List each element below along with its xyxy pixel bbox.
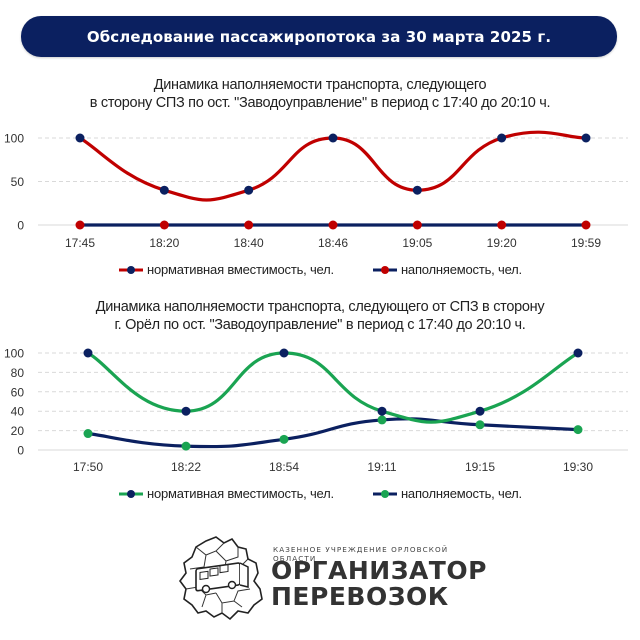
data-point <box>573 348 583 358</box>
x-tick-label: 19:30 <box>563 460 593 474</box>
y-tick-label: 40 <box>11 405 25 419</box>
header-banner: Обследование пассажиропотока за 30 марта… <box>21 16 617 57</box>
x-tick-label: 18:54 <box>269 460 299 474</box>
legend-marker-icon <box>119 265 144 274</box>
data-point <box>328 133 338 143</box>
data-point <box>377 415 387 425</box>
data-point <box>181 441 191 451</box>
data-point <box>83 429 93 439</box>
data-point <box>328 220 338 230</box>
data-point <box>279 434 289 444</box>
y-tick-label: 100 <box>4 347 24 361</box>
chart-2-legend: нормативная вместимость, чел. наполняемос… <box>0 486 640 501</box>
chart-1-legend: нормативная вместимость, чел. наполняемос… <box>0 262 640 277</box>
page-title: Обследование пассажиропотока за 30 марта… <box>86 27 552 46</box>
data-point <box>159 185 169 195</box>
y-tick-label: 100 <box>4 132 24 146</box>
legend-marker-icon <box>119 489 144 498</box>
x-tick-label: 19:20 <box>487 236 517 250</box>
data-point <box>377 406 387 416</box>
chart-2-plot: 0 20 40 60 80 100 17:50 18:22 18:54 19:11 19:15 19:… <box>4 347 628 474</box>
x-tick-label: 19:59 <box>571 236 601 250</box>
data-point <box>497 220 507 230</box>
data-point <box>581 220 591 230</box>
legend-label: наполняемость, чел. <box>400 486 522 501</box>
chart-2-title-line-2: г. Орёл по ост. "Заводоуправление" в пер… <box>114 317 526 333</box>
x-tick-label: 18:40 <box>234 236 264 250</box>
legend-label: наполняемость, чел. <box>400 262 522 277</box>
data-point <box>412 220 422 230</box>
x-tick-label: 18:20 <box>149 236 179 250</box>
legend-item: нормативная вместимость, чел. <box>118 262 334 277</box>
data-point <box>581 133 591 143</box>
data-point <box>75 220 85 230</box>
y-tick-label: 50 <box>11 175 25 189</box>
x-tick-label: 19:11 <box>367 460 396 474</box>
x-tick-label: 18:22 <box>171 460 201 474</box>
logo-subtitle: КАЗЕННОЕ УЧРЕЖДЕНИЕ ОРЛОВСКОЙ ОБЛАСТИ <box>273 545 449 563</box>
x-tick-label: 17:50 <box>73 460 103 474</box>
legend-label: нормативная вместимость, чел. <box>147 486 334 501</box>
chart-2-title-line-1: Динамика наполняемости транспорта, следу… <box>95 299 545 315</box>
data-point <box>475 406 485 416</box>
chart-1-title: Динамика наполняемости транспорта, следу… <box>0 76 640 112</box>
y-tick-label: 60 <box>11 385 25 399</box>
data-point <box>181 406 191 416</box>
legend-item: нормативная вместимость, чел. <box>118 486 334 501</box>
legend-label: нормативная вместимость, чел. <box>147 262 334 277</box>
legend-marker-icon <box>372 489 397 498</box>
data-point <box>83 348 93 358</box>
x-tick-label: 18:46 <box>318 236 348 250</box>
chart-1-title-line-1: Динамика наполняемости транспорта, следу… <box>153 77 487 93</box>
series-line <box>86 351 580 424</box>
legend-item: наполняемость, чел. <box>372 486 522 501</box>
x-tick-label: 17:45 <box>65 236 95 250</box>
organization-logo: КАЗЕННОЕ УЧРЕЖДЕНИЕ ОРЛОВСКОЙ ОБЛАСТИ ОР… <box>176 533 486 625</box>
y-tick-label: 80 <box>11 366 25 380</box>
data-point <box>497 133 507 143</box>
chart-1-plot: 0 50 100 17:45 18:20 18:40 18:46 19:05 19:20 19:5… <box>4 130 628 250</box>
region-map-bus-icon <box>179 536 263 621</box>
y-tick-label: 0 <box>17 444 24 458</box>
chart-1-title-line-2: в сторону СПЗ по ост. "Заводоуправление"… <box>89 95 551 111</box>
data-point <box>279 348 289 358</box>
y-tick-label: 0 <box>17 219 24 233</box>
chart-2-title: Динамика наполняемости транспорта, следу… <box>0 298 640 334</box>
y-tick-label: 20 <box>11 424 25 438</box>
legend-marker-icon <box>372 265 397 274</box>
data-point <box>412 185 422 195</box>
data-point <box>244 185 254 195</box>
logo-title-line-1: ОРГАНИЗАТОР <box>271 556 487 585</box>
x-tick-label: 19:05 <box>402 236 432 250</box>
legend-item: наполняемость, чел. <box>372 262 522 277</box>
data-point <box>244 220 254 230</box>
logo-title-line-2: ПЕРЕВОЗОК <box>271 582 449 611</box>
data-point <box>475 420 485 430</box>
series-line <box>86 417 580 449</box>
data-point <box>75 133 85 143</box>
data-point <box>573 425 583 435</box>
data-point <box>159 220 169 230</box>
x-tick-label: 19:15 <box>465 460 495 474</box>
